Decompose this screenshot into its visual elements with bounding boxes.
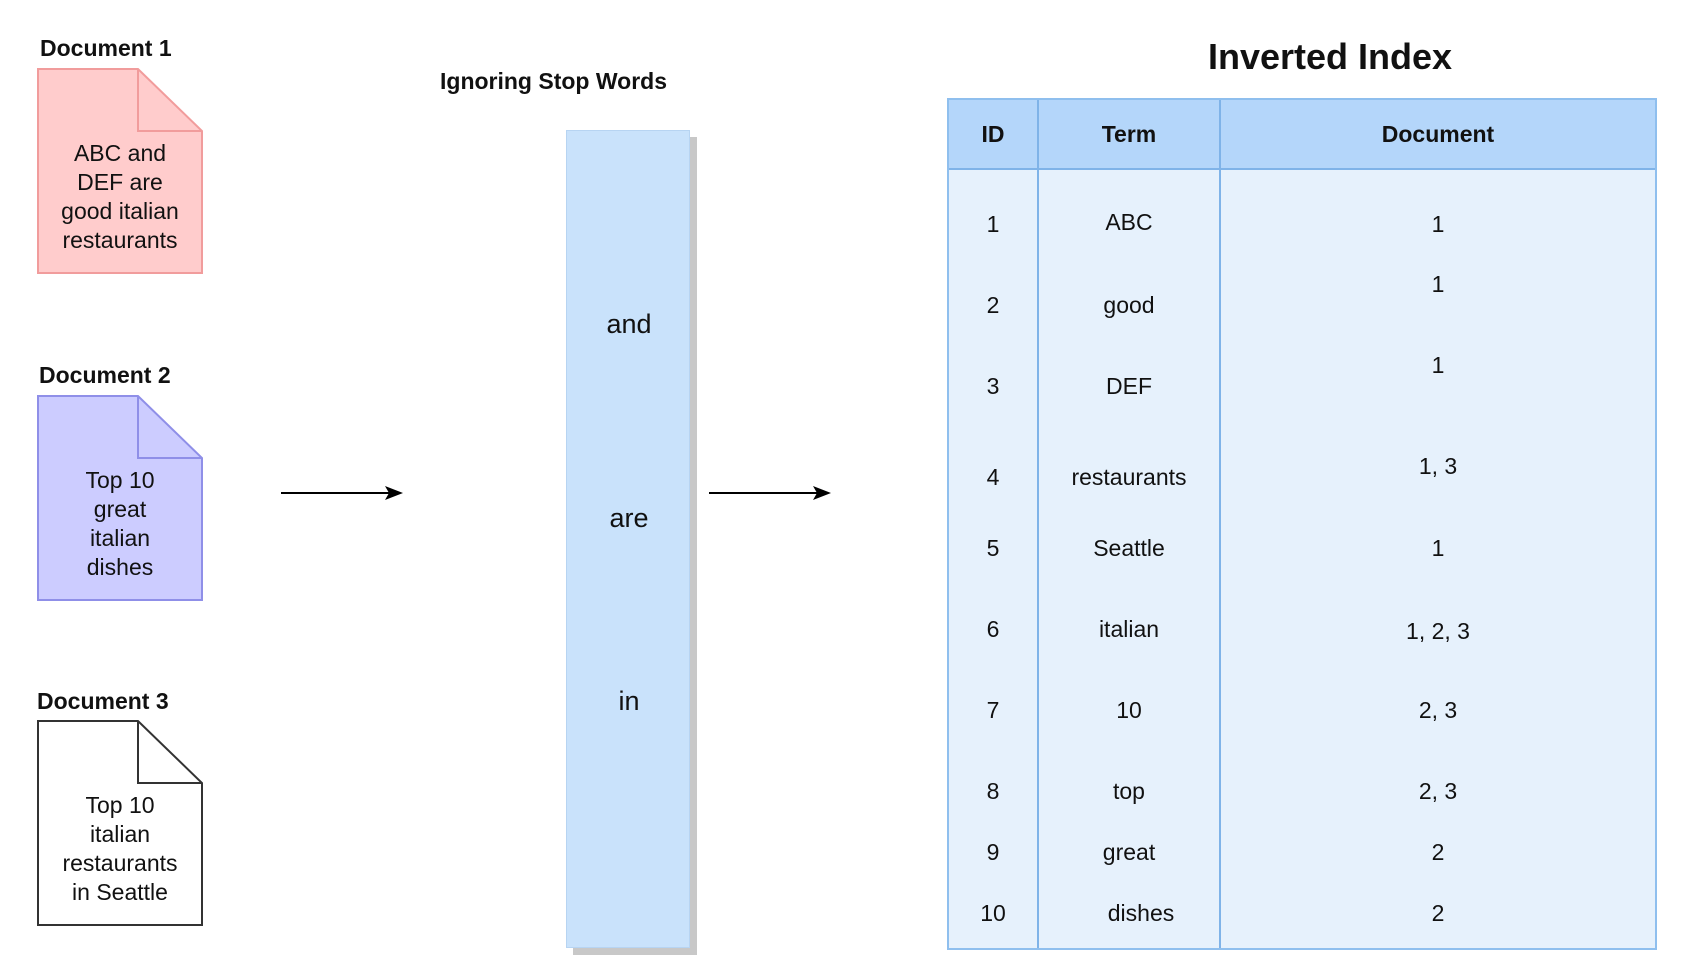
document-2-text: Top 10 great italian dishes bbox=[47, 461, 193, 587]
cell-term: italian bbox=[1098, 616, 1160, 642]
cell-term: ABC bbox=[1105, 209, 1153, 235]
stop-word: in bbox=[618, 686, 640, 716]
document-2-line: great bbox=[93, 496, 147, 522]
cell-document: 1 bbox=[1431, 352, 1445, 378]
document-3-title: Document 3 bbox=[37, 688, 169, 714]
cell-document: 1, 2, 3 bbox=[1406, 618, 1470, 644]
cell-id: 10 bbox=[980, 900, 1006, 926]
cell-term: DEF bbox=[1106, 373, 1152, 399]
document-1-text: ABC and DEF are good italian restaurants bbox=[47, 134, 193, 260]
header-id: ID bbox=[981, 121, 1005, 147]
table-header bbox=[949, 100, 1655, 170]
document-2-icon: Top 10 great italian dishes bbox=[37, 395, 203, 601]
document-3-line: Top 10 bbox=[85, 792, 155, 818]
inverted-index-table: ID Term Document 1 ABC 1 2 good 1 3 DEF … bbox=[947, 98, 1657, 950]
document-3-line: in Seattle bbox=[72, 879, 168, 905]
cell-document: 1 bbox=[1431, 535, 1445, 561]
cell-term: good bbox=[1103, 292, 1155, 318]
cell-term: 10 bbox=[1116, 697, 1142, 723]
column-divider bbox=[1219, 100, 1221, 948]
header-term: Term bbox=[1101, 121, 1157, 147]
document-1-line: DEF are bbox=[77, 169, 163, 195]
cell-term: Seattle bbox=[1093, 535, 1165, 561]
document-3-line: italian bbox=[89, 821, 151, 847]
stop-word: and bbox=[606, 309, 652, 339]
cell-document: 2, 3 bbox=[1418, 778, 1458, 804]
cell-id: 3 bbox=[986, 373, 1000, 399]
cell-id: 5 bbox=[986, 535, 1000, 561]
document-2-line: Top 10 bbox=[85, 467, 155, 493]
cell-document: 1 bbox=[1431, 271, 1445, 297]
cell-id: 1 bbox=[986, 211, 1000, 237]
cell-document: 1 bbox=[1431, 211, 1445, 237]
cell-term: restaurants bbox=[1071, 464, 1187, 490]
column-divider bbox=[1037, 100, 1039, 948]
cell-term: dishes bbox=[1107, 900, 1175, 926]
cell-id: 2 bbox=[986, 292, 1000, 318]
document-1-icon: ABC and DEF are good italian restaurants bbox=[37, 68, 203, 274]
cell-id: 8 bbox=[986, 778, 1000, 804]
cell-id: 7 bbox=[986, 697, 1000, 723]
stop-word: are bbox=[609, 503, 649, 533]
arrow-right-icon bbox=[709, 483, 834, 503]
document-2-title: Document 2 bbox=[39, 362, 171, 388]
document-1-line: good italian bbox=[61, 198, 179, 224]
cell-document: 2 bbox=[1431, 900, 1445, 926]
cell-document: 1, 3 bbox=[1418, 453, 1458, 479]
document-3-text: Top 10 italian restaurants in Seattle bbox=[47, 786, 193, 912]
cell-id: 9 bbox=[986, 839, 1000, 865]
cell-term: top bbox=[1113, 778, 1145, 804]
stop-words-title: Ignoring Stop Words bbox=[440, 68, 667, 94]
document-2-line: dishes bbox=[86, 554, 154, 580]
document-1-line: ABC and bbox=[73, 140, 167, 166]
cell-id: 6 bbox=[986, 616, 1000, 642]
document-2-line: italian bbox=[89, 525, 151, 551]
header-document: Document bbox=[1381, 121, 1495, 147]
arrow-right-icon bbox=[281, 483, 406, 503]
document-3-icon: Top 10 italian restaurants in Seattle bbox=[37, 720, 203, 926]
stop-words-column: and are in bbox=[566, 130, 690, 948]
cell-document: 2 bbox=[1431, 839, 1445, 865]
cell-id: 4 bbox=[986, 464, 1000, 490]
document-1-line: restaurants bbox=[62, 227, 178, 253]
cell-term: great bbox=[1102, 839, 1156, 865]
inverted-index-title: Inverted Index bbox=[1207, 36, 1453, 77]
document-1-title: Document 1 bbox=[40, 35, 172, 61]
document-3-line: restaurants bbox=[62, 850, 178, 876]
cell-document: 2, 3 bbox=[1418, 697, 1458, 723]
